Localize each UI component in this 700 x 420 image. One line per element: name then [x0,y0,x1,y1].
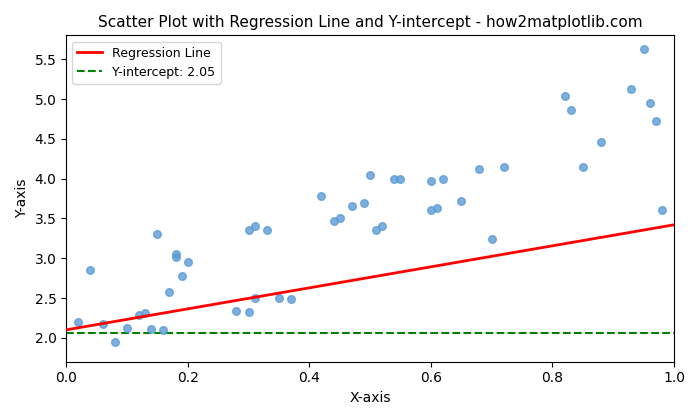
Point [334,215,345,222]
Point [176,273,187,279]
Point [377,222,388,229]
Point [182,259,193,265]
Point [389,176,400,183]
Point [650,118,662,125]
Point [565,107,576,113]
Point [146,326,157,333]
Point [358,199,370,206]
Point [644,100,655,106]
Point [316,193,327,199]
Y-axis label: Y-axis: Y-axis [15,179,29,218]
Point [498,163,510,170]
Point [85,267,96,273]
Point [638,45,649,52]
Point [164,288,175,295]
Point [626,86,637,93]
Point [170,251,181,257]
Point [370,226,382,233]
Point [170,253,181,260]
X-axis label: X-axis: X-axis [349,391,391,405]
Point [438,176,449,183]
Point [231,307,242,314]
Point [426,178,437,184]
Point [249,223,260,230]
Point [139,310,150,317]
Point [121,325,132,332]
Point [158,326,169,333]
Point [152,230,163,237]
Point [395,175,406,182]
Point [365,171,376,178]
Point [134,311,145,318]
Point [426,207,437,214]
Point [261,226,272,233]
Point [109,339,120,345]
Point [243,227,254,234]
Point [286,296,297,302]
Point [273,295,284,302]
Point [328,218,339,224]
Point [456,197,467,204]
Point [656,207,667,214]
Point [243,309,254,316]
Legend: Regression Line, Y-intercept: 2.05: Regression Line, Y-intercept: 2.05 [72,42,220,84]
Point [578,163,589,170]
Point [559,92,570,99]
Point [97,321,108,328]
Point [486,236,497,242]
Point [73,318,84,325]
Point [346,202,358,209]
Point [431,205,442,211]
Title: Scatter Plot with Regression Line and Y-intercept - how2matplotlib.com: Scatter Plot with Regression Line and Y-… [98,15,643,30]
Point [249,295,260,302]
Point [596,139,607,145]
Point [474,166,485,173]
